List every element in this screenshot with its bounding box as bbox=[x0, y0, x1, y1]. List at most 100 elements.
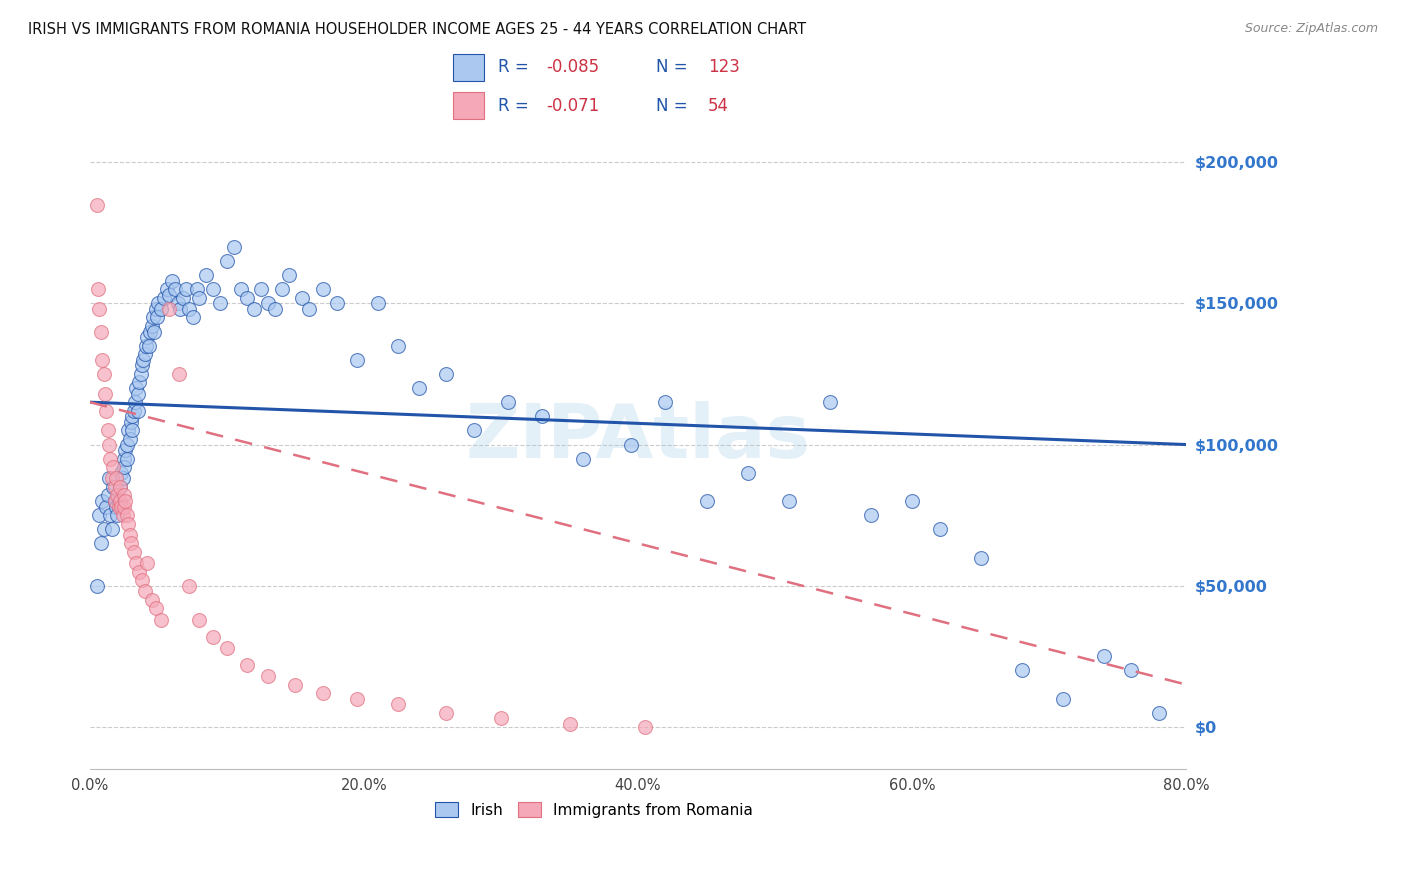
Point bbox=[86, 579, 108, 593]
Point bbox=[434, 367, 457, 381]
Point bbox=[98, 437, 121, 451]
Point bbox=[112, 488, 135, 502]
Point bbox=[127, 403, 149, 417]
Point bbox=[111, 471, 134, 485]
Point bbox=[125, 381, 148, 395]
Point bbox=[215, 640, 238, 655]
Point bbox=[122, 545, 145, 559]
Point bbox=[125, 556, 148, 570]
Point bbox=[107, 494, 129, 508]
Point bbox=[157, 288, 180, 302]
Point bbox=[928, 522, 950, 536]
Point bbox=[117, 516, 139, 531]
Point bbox=[346, 691, 368, 706]
Point bbox=[112, 451, 135, 466]
Point bbox=[167, 367, 190, 381]
Point bbox=[737, 466, 759, 480]
Point bbox=[257, 296, 280, 310]
Point bbox=[1011, 664, 1033, 678]
Point bbox=[121, 424, 143, 438]
Point bbox=[108, 480, 131, 494]
Point bbox=[277, 268, 299, 282]
Text: N =: N = bbox=[657, 96, 693, 114]
Point bbox=[132, 352, 155, 367]
Point bbox=[115, 437, 138, 451]
Legend: Irish, Immigrants from Romania: Irish, Immigrants from Romania bbox=[429, 796, 759, 824]
Point bbox=[136, 330, 159, 344]
Text: N =: N = bbox=[657, 59, 693, 77]
Point bbox=[115, 451, 138, 466]
Text: 54: 54 bbox=[709, 96, 730, 114]
Point bbox=[100, 508, 122, 523]
Point bbox=[89, 508, 111, 523]
Point bbox=[139, 325, 162, 339]
Point bbox=[101, 480, 124, 494]
Point bbox=[136, 556, 159, 570]
Point bbox=[93, 522, 115, 536]
Text: -0.085: -0.085 bbox=[546, 59, 599, 77]
Text: R =: R = bbox=[498, 59, 534, 77]
Point bbox=[257, 669, 280, 683]
Point bbox=[367, 296, 389, 310]
Point bbox=[146, 310, 169, 325]
Point bbox=[91, 494, 114, 508]
Point bbox=[105, 488, 128, 502]
Point bbox=[291, 291, 314, 305]
Point bbox=[96, 500, 118, 514]
Point bbox=[408, 381, 430, 395]
Point bbox=[312, 282, 335, 296]
Point bbox=[114, 443, 136, 458]
Point bbox=[112, 460, 135, 475]
Point bbox=[157, 301, 180, 316]
Point bbox=[202, 630, 225, 644]
Point bbox=[160, 274, 183, 288]
Point bbox=[1092, 649, 1115, 664]
Point bbox=[112, 500, 135, 514]
Point bbox=[236, 657, 259, 672]
Point bbox=[1147, 706, 1170, 720]
Point bbox=[188, 291, 211, 305]
Point bbox=[124, 395, 146, 409]
Point bbox=[186, 282, 208, 296]
Point bbox=[110, 466, 132, 480]
Point bbox=[312, 686, 335, 700]
Point bbox=[118, 528, 141, 542]
Point bbox=[818, 395, 841, 409]
Point bbox=[163, 282, 186, 296]
Point bbox=[209, 296, 232, 310]
Point bbox=[128, 376, 150, 390]
Point bbox=[120, 536, 142, 550]
Point bbox=[859, 508, 882, 523]
Point bbox=[434, 706, 457, 720]
Point bbox=[166, 296, 188, 310]
Point bbox=[129, 367, 152, 381]
Point bbox=[108, 494, 131, 508]
Point bbox=[181, 310, 204, 325]
Text: R =: R = bbox=[498, 96, 534, 114]
Point bbox=[103, 480, 125, 494]
Point bbox=[150, 613, 173, 627]
Point bbox=[86, 197, 108, 211]
Point bbox=[111, 508, 134, 523]
Point bbox=[778, 494, 800, 508]
Point bbox=[90, 325, 112, 339]
Point bbox=[236, 291, 259, 305]
Point bbox=[134, 584, 156, 599]
Point bbox=[134, 347, 156, 361]
Point bbox=[387, 339, 409, 353]
Point bbox=[104, 500, 127, 514]
Point bbox=[128, 565, 150, 579]
Point bbox=[558, 717, 581, 731]
Point bbox=[115, 508, 138, 523]
Point bbox=[696, 494, 718, 508]
Point bbox=[969, 550, 991, 565]
Point bbox=[142, 310, 165, 325]
Point bbox=[188, 613, 211, 627]
Point bbox=[901, 494, 924, 508]
Point bbox=[531, 409, 554, 424]
Point bbox=[145, 601, 167, 615]
Point bbox=[118, 432, 141, 446]
Point bbox=[131, 573, 153, 587]
Point bbox=[120, 415, 142, 429]
Point bbox=[101, 460, 124, 475]
